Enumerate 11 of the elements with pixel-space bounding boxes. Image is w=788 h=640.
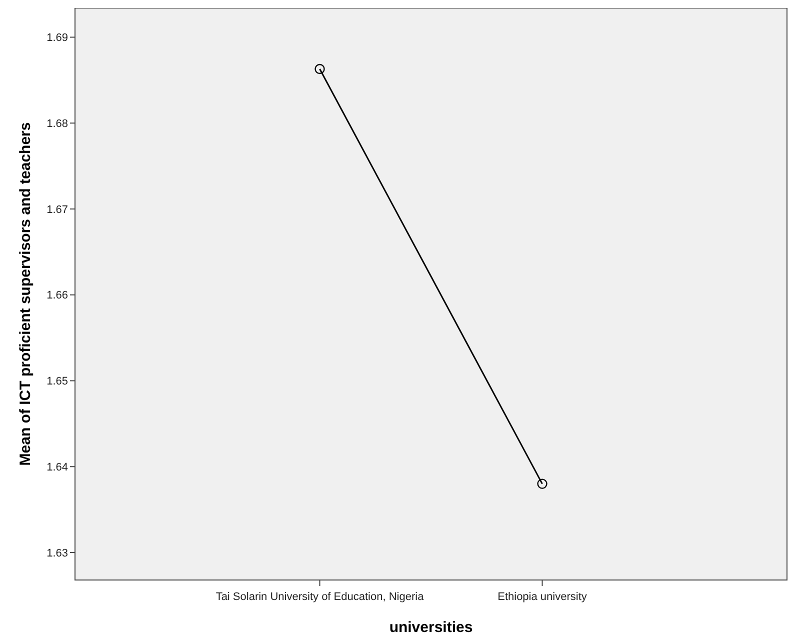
x-tick-label: Tai Solarin University of Education, Nigeria bbox=[216, 591, 425, 603]
y-tick-label: 1.63 bbox=[46, 547, 68, 560]
y-tick-label: 1.66 bbox=[46, 290, 68, 302]
y-tick-label: 1.64 bbox=[46, 461, 68, 474]
y-tick-label: 1.69 bbox=[46, 32, 68, 44]
y-tick-label: 1.67 bbox=[46, 204, 68, 216]
y-tick-label: 1.65 bbox=[46, 376, 68, 388]
x-axis-title: universities bbox=[389, 619, 473, 636]
y-axis-title: Mean of ICT proficient supervisors and teachers bbox=[17, 122, 34, 466]
x-tick-label: Ethiopia university bbox=[498, 591, 588, 603]
y-tick-label: 1.68 bbox=[46, 118, 68, 130]
